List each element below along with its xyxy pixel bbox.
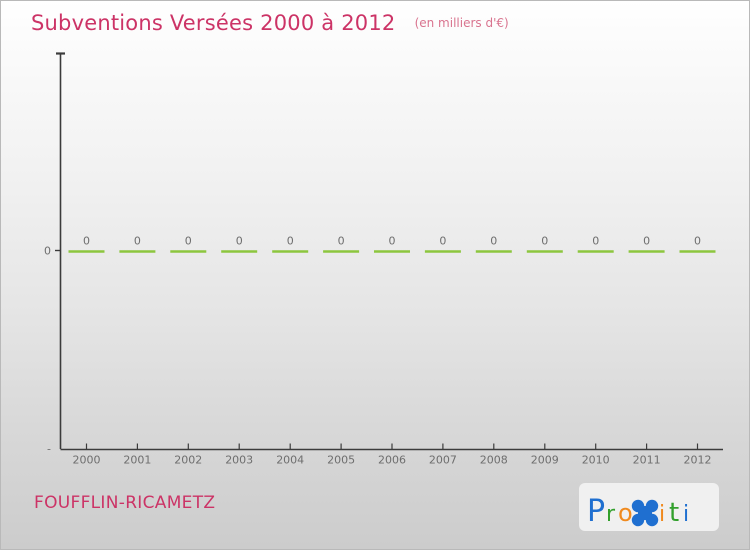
x-axis-ticks xyxy=(85,443,699,450)
x-axis-tick-label: 2009 xyxy=(531,454,559,467)
commune-name-label: FOUFFLIN-RICAMETZ xyxy=(34,493,216,513)
bar-value-label: 0 xyxy=(439,235,446,248)
bar-value-label: 0 xyxy=(185,235,192,248)
bar-value-label: 0 xyxy=(389,235,396,248)
x-axis-tick-label: 2011 xyxy=(633,454,661,467)
bar-value-label: 0 xyxy=(541,235,548,248)
x-axis-tick-label: 2002 xyxy=(174,454,202,467)
logo-letter-i: i xyxy=(683,502,689,527)
bar-value-label: 0 xyxy=(134,235,141,248)
bar-value-label: 0 xyxy=(694,235,701,248)
logo-x-flower-icon xyxy=(631,499,659,527)
bar-value-label: 0 xyxy=(287,235,294,248)
chart-units-label: (en milliers d'€) xyxy=(414,16,509,30)
x-axis-tick-label: 2007 xyxy=(429,454,457,467)
x-axis-tick-label: 2010 xyxy=(582,454,610,467)
x-axis-tick-labels: 2000 2001 2002 2003 2004 2005 2006 2007 2008 2009… xyxy=(73,454,712,467)
page-title: Subventions Versées 2000 à 2012 xyxy=(31,11,396,35)
logo-letter-i: i xyxy=(659,502,665,527)
x-axis-tick-label: 2012 xyxy=(684,454,712,467)
logo-letter-o: o xyxy=(618,499,633,527)
x-axis-tick-label: 2001 xyxy=(123,454,151,467)
x-axis-tick-label: 2005 xyxy=(327,454,355,467)
logo-letter-P: P xyxy=(587,494,605,529)
data-value-labels: 0 0 0 0 0 0 0 0 0 0 0 0 0 xyxy=(83,235,701,248)
y-axis-tick-label: 0 xyxy=(44,245,51,258)
x-axis-tick-label: 2008 xyxy=(480,454,508,467)
logo-letter-r: r xyxy=(606,502,616,527)
bar-value-label: 0 xyxy=(490,235,497,248)
bar-value-label: 0 xyxy=(236,235,243,248)
bar-value-label: 0 xyxy=(592,235,599,248)
x-axis-tick-label: 2003 xyxy=(225,454,253,467)
x-axis-tick-label: 2000 xyxy=(73,454,101,467)
x-axis-tick-label: 2006 xyxy=(378,454,406,467)
bar-value-label: 0 xyxy=(643,235,650,248)
y-axis xyxy=(55,52,65,449)
logo-letter-t: t xyxy=(669,498,679,528)
bar-value-label: 0 xyxy=(83,235,90,248)
x-axis-tick-label: 2004 xyxy=(276,454,304,467)
y-axis-tick-labels: 0- xyxy=(44,245,51,456)
bar-value-label: 0 xyxy=(338,235,345,248)
y-axis-tick-label: - xyxy=(47,443,51,456)
chart-header: Subventions Versées 2000 à 2012 (en mill… xyxy=(31,11,509,35)
